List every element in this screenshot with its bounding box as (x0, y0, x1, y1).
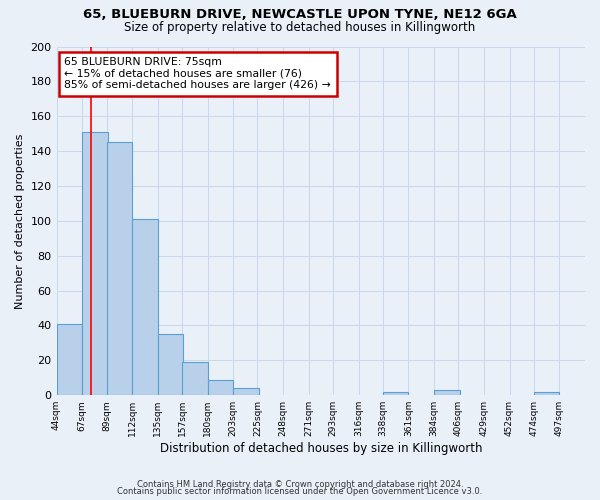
X-axis label: Distribution of detached houses by size in Killingworth: Distribution of detached houses by size … (160, 442, 482, 455)
Bar (434, 390, 460, 395)
Bar (132, 219, 158, 395)
Bar (383, 392, 409, 395)
Bar (534, 392, 559, 395)
Text: Contains public sector information licensed under the Open Government Licence v3: Contains public sector information licen… (118, 488, 482, 496)
Text: 65, BLUEBURN DRIVE, NEWCASTLE UPON TYNE, NE12 6GA: 65, BLUEBURN DRIVE, NEWCASTLE UPON TYNE,… (83, 8, 517, 20)
Y-axis label: Number of detached properties: Number of detached properties (15, 133, 25, 308)
Bar (208, 380, 233, 395)
Bar (233, 388, 259, 395)
Bar (82, 132, 107, 395)
Text: Size of property relative to detached houses in Killingworth: Size of property relative to detached ho… (124, 21, 476, 34)
Text: Contains HM Land Registry data © Crown copyright and database right 2024.: Contains HM Land Registry data © Crown c… (137, 480, 463, 489)
Bar (107, 142, 132, 395)
Bar (158, 334, 183, 395)
Bar (182, 362, 208, 395)
Bar (56, 324, 82, 395)
Text: 65 BLUEBURN DRIVE: 75sqm
← 15% of detached houses are smaller (76)
85% of semi-d: 65 BLUEBURN DRIVE: 75sqm ← 15% of detach… (64, 57, 331, 90)
